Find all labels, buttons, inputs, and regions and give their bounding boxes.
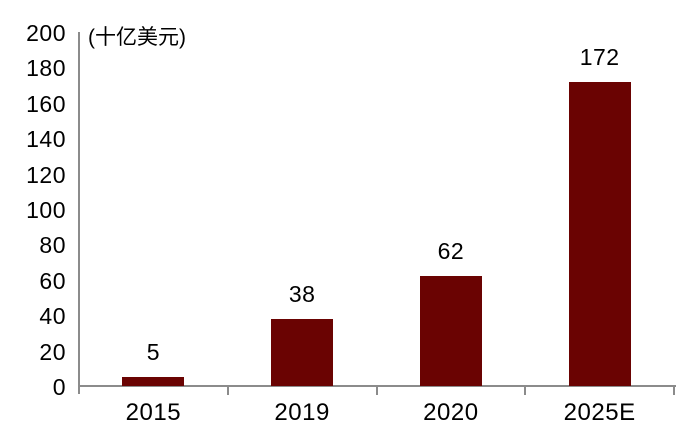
y-tick-label: 40 bbox=[39, 303, 66, 330]
value-label: 62 bbox=[437, 238, 465, 264]
x-category-label: 2020 bbox=[423, 399, 479, 426]
x-category-label: 2019 bbox=[274, 399, 330, 426]
y-tick-label: 200 bbox=[26, 20, 66, 46]
y-axis-line bbox=[78, 32, 80, 394]
x-tick-mark bbox=[375, 386, 378, 395]
bar-2015 bbox=[122, 377, 185, 386]
y-tick-label: 120 bbox=[26, 161, 66, 188]
y-tick-label: 0 bbox=[52, 374, 66, 400]
x-category-label: 2025E bbox=[563, 399, 636, 426]
x-tick-mark bbox=[524, 386, 527, 395]
y-tick-label: 180 bbox=[26, 55, 66, 82]
bar-2025E bbox=[568, 82, 631, 386]
value-label: 172 bbox=[579, 44, 620, 70]
y-tick-label: 160 bbox=[26, 90, 66, 117]
x-tick-mark bbox=[226, 386, 229, 395]
y-tick-label: 60 bbox=[39, 267, 66, 294]
y-tick-label: 100 bbox=[26, 197, 66, 223]
y-tick-label: 140 bbox=[26, 126, 66, 153]
x-category-label: 2015 bbox=[125, 399, 182, 426]
x-tick-mark bbox=[673, 386, 675, 395]
y-tick-label: 80 bbox=[39, 232, 66, 259]
value-label: 5 bbox=[146, 339, 161, 365]
bar-2019 bbox=[271, 319, 334, 386]
y-axis-unit-label: (十亿美元) bbox=[88, 26, 186, 49]
value-label: 38 bbox=[288, 281, 316, 307]
bar-2020 bbox=[419, 276, 482, 386]
y-tick-label: 20 bbox=[39, 338, 66, 365]
